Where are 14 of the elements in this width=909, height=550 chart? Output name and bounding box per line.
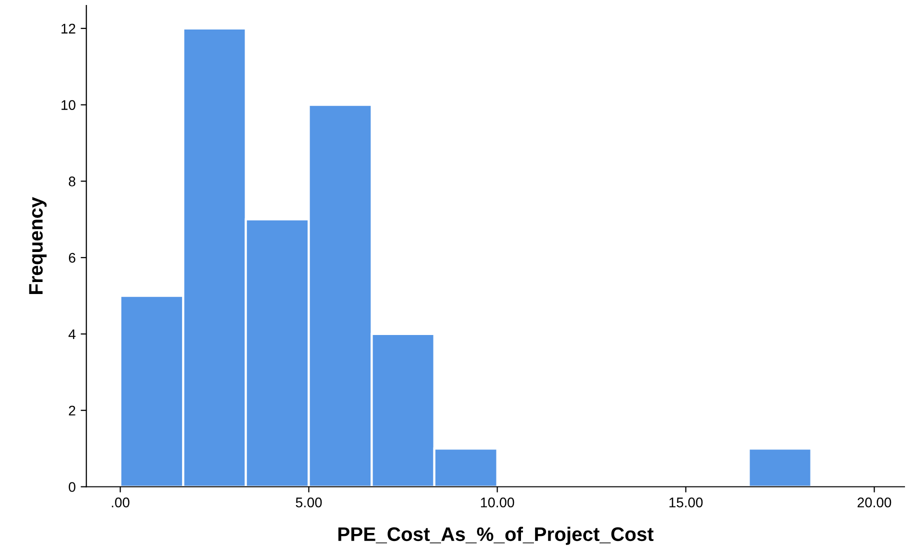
x-tick-label: 15.00 bbox=[669, 498, 703, 508]
x-tick-label: 20.00 bbox=[858, 498, 892, 508]
y-tick-label: 4 bbox=[68, 329, 76, 340]
x-tick-label: 10.00 bbox=[480, 498, 514, 508]
x-tick-label: 5.00 bbox=[296, 498, 322, 508]
y-tick-label: 2 bbox=[68, 406, 76, 416]
x-axis-title: PPE_Cost_As_%_of_Project_Cost bbox=[338, 526, 654, 545]
y-tick-label: 8 bbox=[68, 176, 76, 186]
y-tick-label: 12 bbox=[62, 24, 76, 34]
x-tick-label: .00 bbox=[112, 498, 130, 508]
y-tick-label: 0 bbox=[68, 482, 76, 492]
y-tick-label: 6 bbox=[68, 252, 76, 263]
y-tick-label: 10 bbox=[62, 100, 76, 110]
y-axis-title: Frequency bbox=[29, 197, 47, 294]
